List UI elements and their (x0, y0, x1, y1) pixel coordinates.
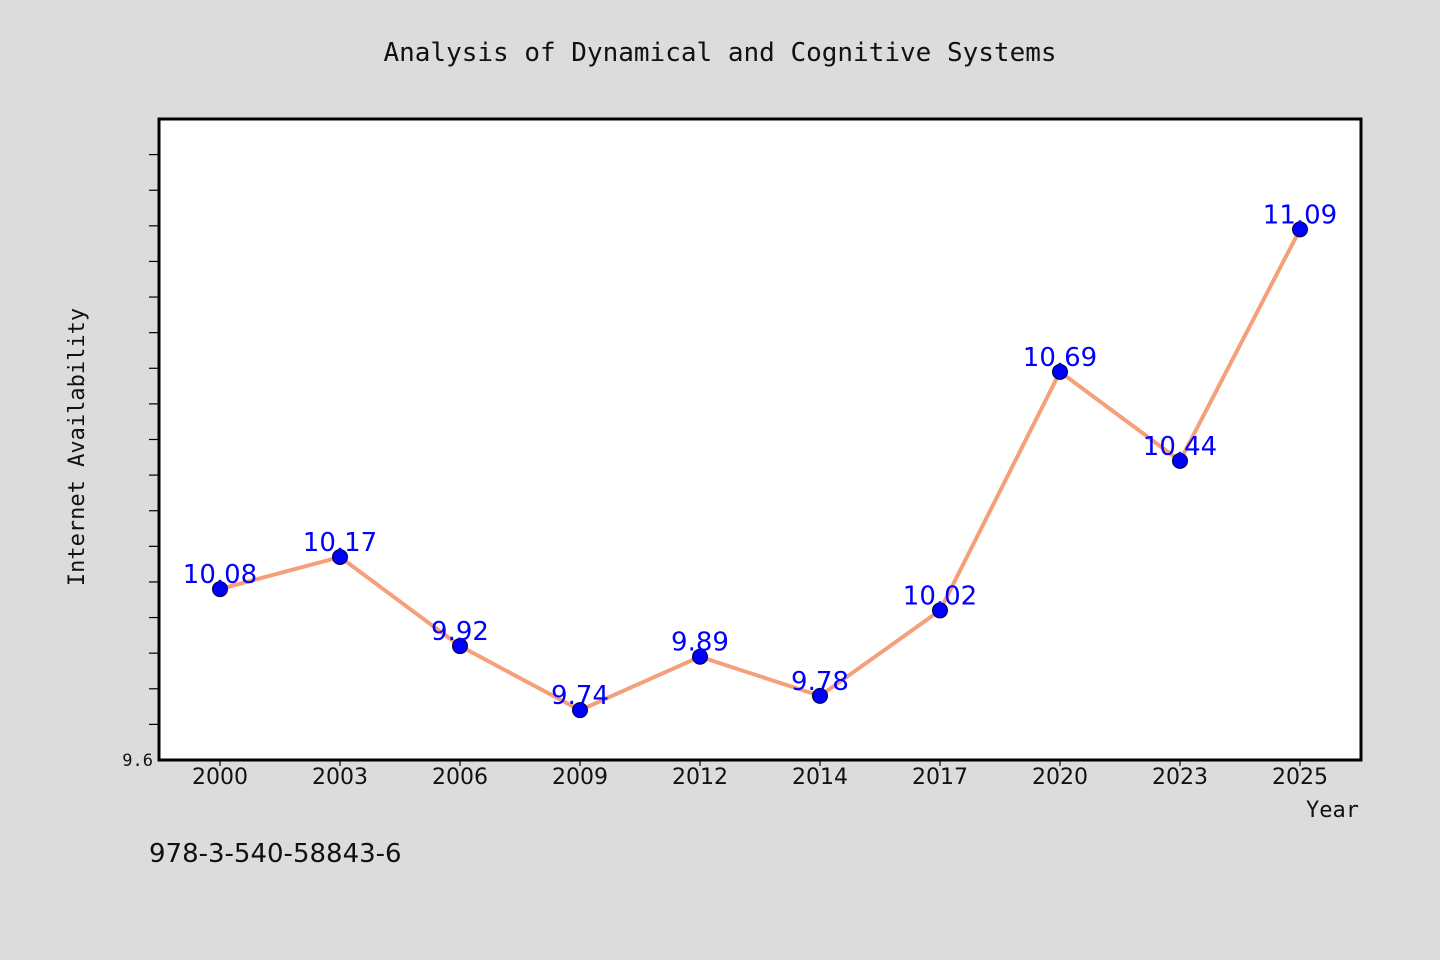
x-tick-label: 2014 (792, 765, 848, 790)
x-tick-label: 2012 (672, 765, 728, 790)
data-point (1052, 363, 1068, 380)
data-point (1292, 221, 1308, 238)
data-point (692, 648, 708, 665)
chart-title: Analysis of Dynamical and Cognitive Syst… (383, 38, 1056, 68)
data-label: 9.89 (671, 628, 729, 658)
y-axis-ticks: 9.6 (122, 154, 159, 771)
x-tick-label: 2009 (552, 765, 608, 790)
data-label: 10.69 (1023, 343, 1097, 373)
data-label: 9.74 (551, 681, 609, 711)
data-point (452, 638, 468, 655)
x-tick-label: 2003 (312, 765, 368, 790)
x-tick-label: 2017 (912, 765, 968, 790)
data-point (572, 702, 588, 719)
data-label: 10.02 (903, 581, 977, 611)
x-axis-label: Year (1306, 798, 1359, 823)
x-tick-label: 2023 (1152, 765, 1208, 790)
data-point (812, 687, 828, 704)
data-label: 10.17 (303, 528, 377, 558)
data-point (332, 549, 348, 566)
x-tick-label: 2020 (1032, 765, 1088, 790)
footer-isbn: 978-3-540-58843-6 (149, 839, 402, 869)
series-line (218, 227, 1302, 713)
data-label: 10.44 (1143, 432, 1217, 462)
plot-area (157, 117, 1363, 762)
data-label: 9.78 (791, 667, 849, 697)
y-axis-label: Internet Availability (65, 308, 90, 586)
data-label: 9.92 (431, 617, 489, 647)
x-tick-label: 2006 (432, 765, 488, 790)
data-point (932, 602, 948, 619)
x-tick-label: 2025 (1272, 765, 1328, 790)
x-axis-ticks: 2000 2003 2006 2009 2012 2014 2017 2020 2023 2025 (192, 760, 1328, 790)
data-label: 10.08 (183, 560, 257, 590)
data-point (1172, 452, 1188, 469)
data-labels: 10.08 10.17 9.92 9.74 9.89 9.78 10.02 10.69 10.4… (183, 200, 1337, 711)
series-group (212, 221, 1308, 719)
y-tick-label: 9.6 (122, 751, 153, 771)
data-label: 11.09 (1263, 200, 1337, 230)
x-tick-label: 2000 (192, 765, 248, 790)
data-point (212, 581, 228, 598)
